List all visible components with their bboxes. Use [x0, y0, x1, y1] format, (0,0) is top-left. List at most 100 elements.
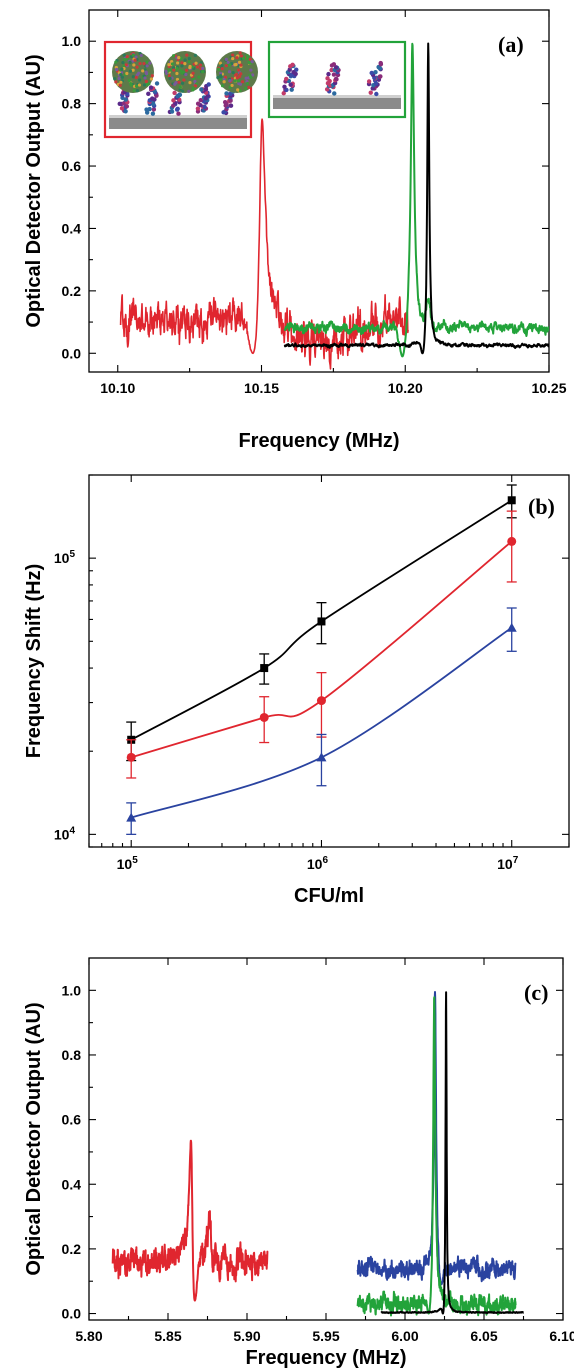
molecule-dot: [378, 74, 383, 79]
panel-a-series: [119, 42, 549, 370]
data-point: [316, 696, 326, 706]
panel-c-series: [111, 991, 525, 1317]
molecule-dot: [329, 67, 334, 73]
panel-c-xlabel: Frequency (MHz): [245, 1347, 406, 1369]
molecule-dot: [368, 90, 373, 95]
molecule-dot: [195, 106, 201, 111]
panel-c-series-3: [380, 991, 525, 1315]
panel-2-xtick-label: 6.00: [391, 1328, 418, 1344]
molecule-dot: [284, 76, 289, 82]
panel-b-frame: [88, 474, 570, 848]
panel-a-ylabel: Optical Detector Output (AU): [23, 54, 45, 327]
panel-2-ytick-label: 0.2: [62, 1241, 82, 1257]
panel-b-xtick-label: 105: [117, 855, 139, 872]
panel-b-series: [126, 484, 517, 836]
molecule-dot: [195, 101, 201, 106]
molecule-dot: [331, 62, 337, 67]
panel-0-ytick-label: 1.0: [62, 33, 82, 49]
molecule-dot: [224, 91, 229, 96]
molecule-dot: [176, 111, 181, 116]
panel-2-xtick-label: 6.10: [549, 1328, 574, 1344]
molecule-dot: [169, 109, 175, 114]
molecule-dot: [198, 97, 204, 103]
molecule-dot: [228, 103, 234, 108]
panel-0-xtick-label: 10.25: [531, 380, 566, 396]
panel-0-ytick-label: 0.8: [62, 96, 82, 112]
panel-b-xtick-label: 106: [307, 855, 329, 872]
panel-b-tag: (b): [528, 494, 555, 519]
panel-0-xtick-label: 10.20: [388, 380, 423, 396]
panel-b-series-0: [130, 499, 513, 741]
molecule-dot: [148, 85, 154, 90]
panel-0-ytick-label: 0.6: [62, 158, 82, 174]
molecule-dot: [332, 91, 337, 96]
molecule-dot: [281, 91, 286, 96]
panel-b-ylabel: Frequency Shift (Hz): [23, 564, 45, 758]
panel-0-ytick-label: 0.4: [62, 220, 82, 236]
panel-2-ytick-label: 0.4: [62, 1176, 82, 1192]
molecule-dot: [290, 62, 295, 68]
panel-b: 105 106 107 104 105 (b) CFU/ml Frequency Shi…: [23, 474, 570, 907]
molecule-dot: [325, 76, 330, 81]
panel-a-series-2: [283, 42, 549, 355]
data-point: [260, 664, 269, 673]
panel-0-xtick-label: 10.10: [100, 380, 135, 396]
molecule-dot: [374, 91, 379, 97]
molecule-dot: [174, 107, 180, 112]
molecule-dot: [291, 69, 296, 75]
molecule-dot: [333, 65, 339, 70]
panel-b-series-1: [130, 540, 513, 759]
molecule-dot: [172, 90, 177, 96]
molecule-dot: [124, 104, 130, 109]
panel-a-xlabel: Frequency (MHz): [238, 430, 399, 452]
surface: [273, 95, 401, 109]
panel-2-xtick-label: 5.80: [75, 1328, 102, 1344]
panel-0-ytick-label: 0.2: [62, 283, 82, 299]
panel-c-tag: (c): [524, 980, 548, 1005]
panel-b-ytick-label: 104: [54, 825, 76, 842]
panel-a-inset-1: [103, 40, 258, 139]
molecule-dot: [288, 82, 293, 87]
molecule-dot: [119, 106, 125, 111]
panel-2-ytick-label: 0.6: [62, 1112, 82, 1128]
molecule-dot: [150, 96, 155, 101]
panel-0-ytick-label: 0.0: [62, 345, 82, 361]
panel-a-insets: [103, 40, 407, 139]
data-point: [126, 752, 136, 762]
panel-b-ticks: 105 106 107 104 105: [54, 474, 570, 872]
molecule-dot: [366, 79, 372, 84]
molecule-dot: [171, 98, 176, 103]
molecule-dot: [199, 87, 204, 92]
panel-2-xtick-label: 5.95: [312, 1328, 339, 1344]
molecule-dot: [150, 111, 156, 116]
data-point: [126, 812, 137, 822]
panel-c-series-1: [356, 991, 517, 1286]
molecule-dot: [146, 91, 151, 97]
molecule-dot: [202, 104, 207, 109]
molecule-dot: [123, 97, 128, 102]
molecule-dot: [154, 81, 160, 86]
panel-c-series-2: [356, 996, 517, 1317]
panel-2-xtick-label: 5.90: [233, 1328, 260, 1344]
data-point: [317, 617, 326, 626]
panel-c-series-0: [111, 1139, 269, 1302]
panel-a-frame: [88, 9, 550, 373]
panel-c-ticks: 5.80 5.85 5.90 5.95 6.00 6.05 6.10 0.0 0.2 0.4 0.6…: [62, 958, 574, 1344]
panel-a-tag: (a): [498, 32, 524, 57]
panel-a-ticks: 10.10 10.15 10.20 10.25 0.0 0.2 0.4 0.6 0.8 1.0: [62, 10, 567, 396]
panel-a-inset-2: [267, 40, 407, 119]
molecule-dot: [373, 70, 378, 75]
panel-b-ytick-label: 105: [54, 549, 76, 566]
molecule-dot: [206, 82, 211, 87]
panel-2-xtick-label: 6.05: [470, 1328, 497, 1344]
data-point: [507, 496, 516, 505]
molecule-dot: [333, 76, 339, 82]
molecule-dot: [331, 72, 337, 77]
panel-c: 5.80 5.85 5.90 5.95 6.00 6.05 6.10 0.0 0.2 0.4 0.6…: [23, 957, 574, 1369]
molecule-dot: [289, 87, 294, 92]
panel-2-ytick-label: 1.0: [62, 982, 82, 998]
panel-a-series-0: [119, 118, 409, 370]
panel-a-series-1: [283, 42, 549, 358]
molecule-dot: [326, 71, 331, 77]
molecule-dot: [151, 107, 157, 112]
